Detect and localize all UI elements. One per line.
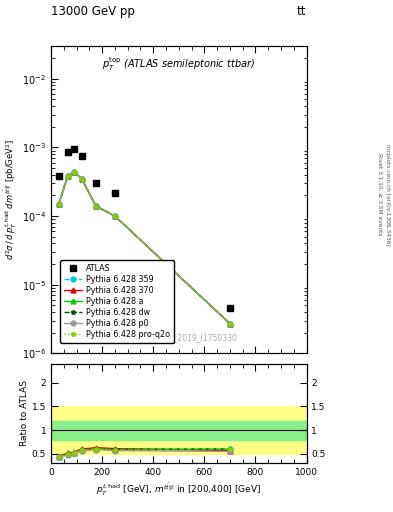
Pythia 6.428 dw [94,203,98,209]
Pythia 6.428 pro-q2o [113,213,118,219]
Pythia 6.428 pro-q2o [57,201,61,207]
Pythia 6.428 a [228,321,232,327]
Line: Pythia 6.428 p0: Pythia 6.428 p0 [56,169,232,326]
Pythia 6.428 p0 [113,213,118,219]
ATLAS [228,305,232,311]
Pythia 6.428 dw [57,201,61,207]
ATLAS [79,153,84,159]
Pythia 6.428 dw [113,213,118,219]
Pythia 6.428 p0 [94,203,98,209]
Legend: ATLAS, Pythia 6.428 359, Pythia 6.428 370, Pythia 6.428 a, Pythia 6.428 dw, Pyth: ATLAS, Pythia 6.428 359, Pythia 6.428 37… [60,260,174,343]
Pythia 6.428 p0 [72,169,77,175]
ATLAS [72,146,77,152]
Pythia 6.428 pro-q2o [72,169,77,175]
ATLAS [113,189,118,196]
Pythia 6.428 359 [94,203,98,209]
Pythia 6.428 359 [57,201,61,207]
Pythia 6.428 370 [113,213,118,219]
Pythia 6.428 a [72,169,77,175]
Pythia 6.428 p0 [65,173,70,179]
Text: mcplots.cern.ch [arXiv:1306.3436]: mcplots.cern.ch [arXiv:1306.3436] [385,144,389,245]
Pythia 6.428 a [65,173,70,179]
Pythia 6.428 dw [65,173,70,179]
Pythia 6.428 370 [57,201,61,207]
Bar [51,407,307,454]
Text: ATLAS_2019_I1750330: ATLAS_2019_I1750330 [151,333,238,343]
Text: 13000 GeV pp: 13000 GeV pp [51,5,135,18]
Pythia 6.428 359 [228,321,232,327]
Pythia 6.428 pro-q2o [94,203,98,209]
Pythia 6.428 p0 [57,201,61,207]
Pythia 6.428 359 [72,169,77,175]
Pythia 6.428 p0 [79,176,84,182]
Pythia 6.428 a [79,176,84,182]
Pythia 6.428 370 [72,169,77,175]
Pythia 6.428 a [113,213,118,219]
Pythia 6.428 359 [65,173,70,179]
Text: Rivet 3.1.10, ≥ 3.5M events: Rivet 3.1.10, ≥ 3.5M events [377,153,382,236]
Text: $p_T^{\mathrm{top}}$ (ATLAS semileptonic ttbar): $p_T^{\mathrm{top}}$ (ATLAS semileptonic… [102,55,255,73]
ATLAS [65,149,70,155]
Bar [51,420,307,440]
Pythia 6.428 p0 [228,321,232,327]
Pythia 6.428 370 [94,203,98,209]
Pythia 6.428 dw [228,321,232,327]
ATLAS [57,173,61,179]
Pythia 6.428 pro-q2o [79,176,84,182]
Pythia 6.428 359 [79,176,84,182]
Line: Pythia 6.428 359: Pythia 6.428 359 [56,169,232,326]
Y-axis label: $d^2\sigma\,/\,d\,p_T^{t,\mathrm{had}}\,d\,m^{t\bar{t}|t}$ [pb/GeV$^2$]: $d^2\sigma\,/\,d\,p_T^{t,\mathrm{had}}\,… [3,139,19,260]
Line: ATLAS: ATLAS [56,146,233,312]
Pythia 6.428 dw [79,176,84,182]
Pythia 6.428 a [57,201,61,207]
Pythia 6.428 359 [113,213,118,219]
Line: Pythia 6.428 dw: Pythia 6.428 dw [56,169,232,326]
Pythia 6.428 370 [79,176,84,182]
Line: Pythia 6.428 pro-q2o: Pythia 6.428 pro-q2o [56,169,232,326]
Pythia 6.428 370 [228,321,232,327]
Pythia 6.428 dw [72,169,77,175]
Text: tt: tt [297,5,307,18]
Line: Pythia 6.428 370: Pythia 6.428 370 [56,169,232,326]
Y-axis label: Ratio to ATLAS: Ratio to ATLAS [20,380,29,446]
Pythia 6.428 pro-q2o [65,173,70,179]
X-axis label: $p_T^{t,\mathrm{had}}$ [GeV], $m^{t\bar{t}|t}$ in [200,400] [GeV]: $p_T^{t,\mathrm{had}}$ [GeV], $m^{t\bar{… [96,481,261,498]
Pythia 6.428 a [94,203,98,209]
Pythia 6.428 pro-q2o [228,321,232,327]
Pythia 6.428 370 [65,173,70,179]
ATLAS [94,180,98,186]
Line: Pythia 6.428 a: Pythia 6.428 a [56,169,232,326]
